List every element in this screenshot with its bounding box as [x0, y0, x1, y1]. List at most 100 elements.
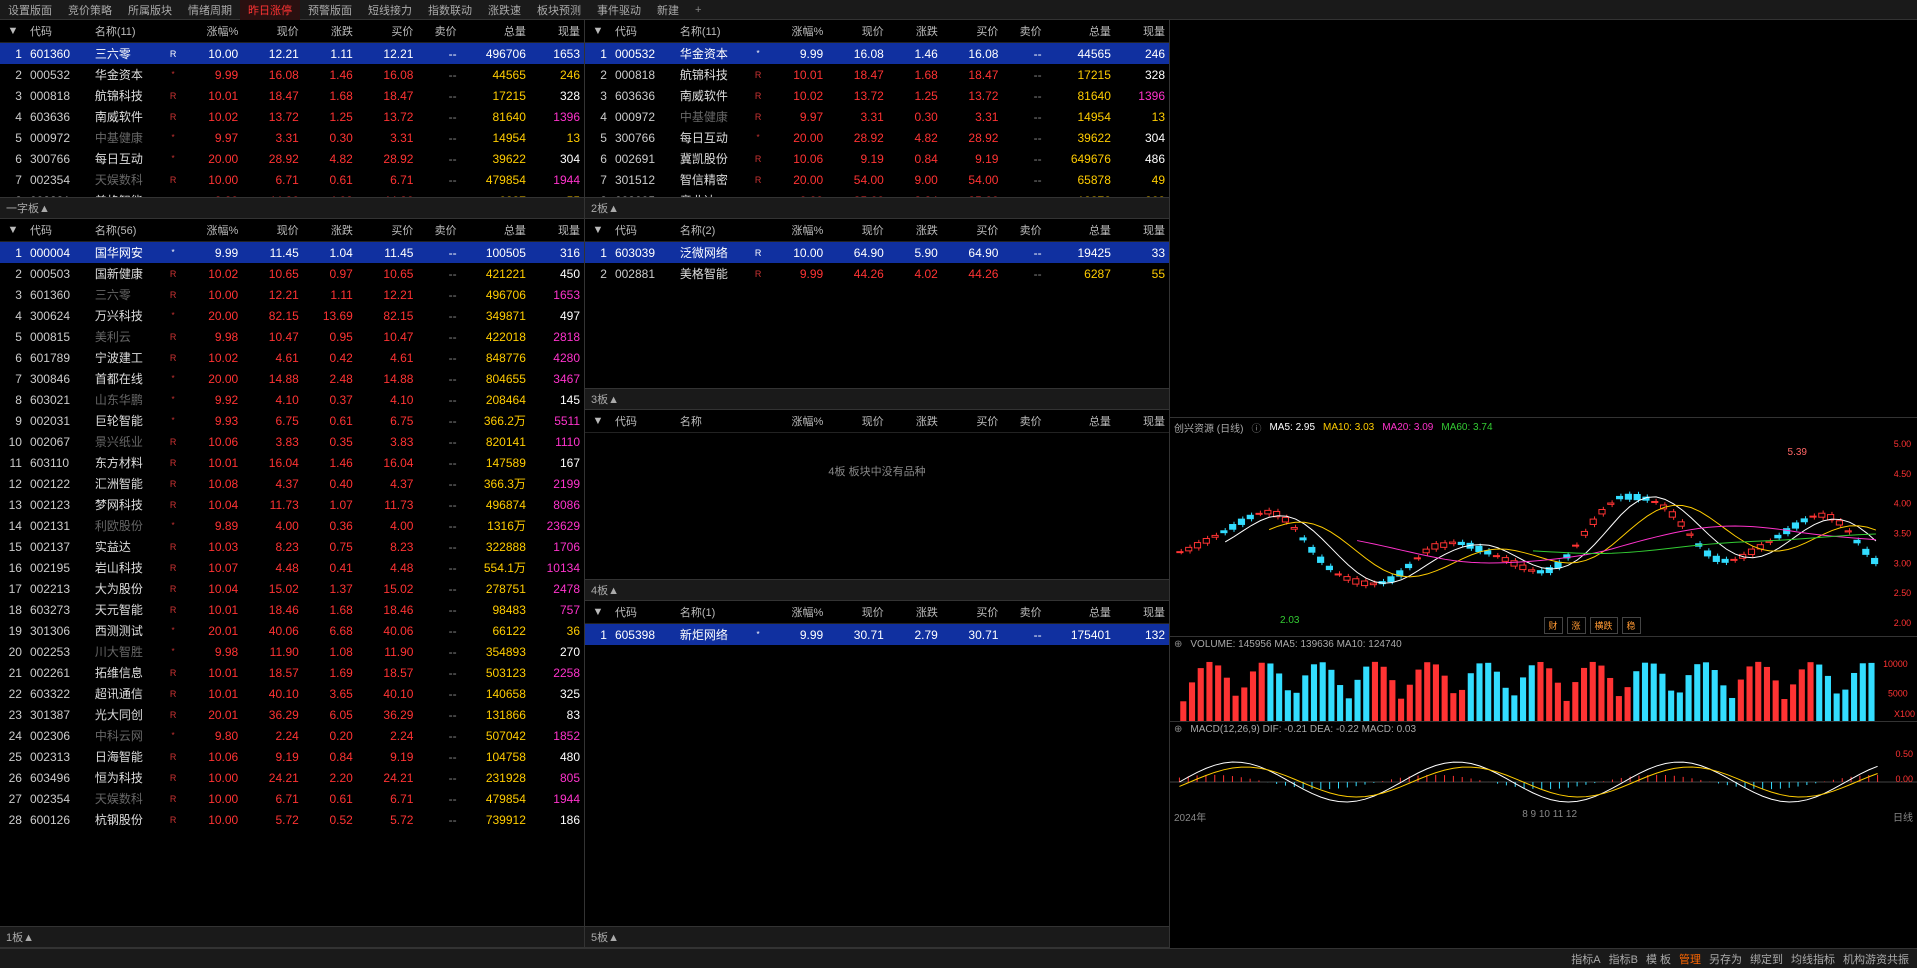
column-header[interactable]: 名称 — [676, 410, 752, 433]
table-row[interactable]: 3000818航锦科技R10.0118.471.6818.47--1721532… — [0, 85, 584, 106]
column-header[interactable]: 总量 — [1046, 20, 1115, 43]
column-header[interactable]: 买价 — [942, 410, 1003, 433]
column-header[interactable]: ▼ — [585, 219, 611, 242]
table-row[interactable]: 22603322超讯通信R10.0140.103.6540.10--140658… — [0, 683, 584, 704]
table-row[interactable]: 7301512智信精密R20.0054.009.0054.00--6587849 — [585, 169, 1169, 190]
table-row[interactable]: 17002213大为股份R10.0415.021.3715.02--278751… — [0, 578, 584, 599]
column-header[interactable]: 现价 — [827, 601, 888, 624]
table-row[interactable]: 2002881美格智能R9.9944.264.0244.26--628755 — [585, 263, 1169, 284]
top-tab[interactable]: 涨跌速 — [480, 0, 529, 20]
table-row[interactable]: 11603110东方材料R10.0116.041.4616.04--147589… — [0, 452, 584, 473]
column-header[interactable]: 现量 — [530, 219, 584, 242]
column-header[interactable]: 买价 — [942, 219, 1003, 242]
table-row[interactable]: 16002195岩山科技R10.074.480.414.48--554.1万10… — [0, 557, 584, 578]
table-row[interactable]: 2000503国新健康R10.0210.650.9710.65--4212214… — [0, 263, 584, 284]
column-header[interactable]: ▼ — [585, 410, 611, 433]
column-header[interactable]: 涨跌 — [888, 20, 942, 43]
column-header[interactable]: 名称(11) — [676, 20, 752, 43]
table-row[interactable]: 4300624万兴科技*20.0082.1513.6982.15--349871… — [0, 305, 584, 326]
table-row[interactable]: 8003005竞业达*9.9935.663.2435.66--18372268 — [585, 190, 1169, 198]
table-row[interactable]: 1601360三六零R10.0012.211.1112.21--49670616… — [0, 43, 584, 65]
bottom-bar-item[interactable]: 指标B — [1609, 951, 1638, 967]
column-header[interactable]: 卖价 — [417, 20, 460, 43]
top-tab[interactable]: 昨日涨停 — [240, 0, 300, 20]
column-header[interactable]: 代码 — [611, 601, 676, 624]
column-header[interactable]: 买价 — [942, 20, 1003, 43]
table-row[interactable]: 14002131利欧股份*9.894.000.364.00--1316万2362… — [0, 515, 584, 536]
bottom-bar-item[interactable]: 绑定到 — [1750, 951, 1783, 967]
column-header[interactable]: 现价 — [242, 20, 303, 43]
expand-icon[interactable]: ⊕ — [1174, 639, 1182, 650]
volume-chart[interactable]: 100005000 X100 — [1170, 652, 1917, 722]
table-row[interactable]: 2000532华金资本*9.9916.081.4616.08--44565246 — [0, 64, 584, 85]
table-row[interactable]: 7300846首都在线*20.0014.882.4814.88--8046553… — [0, 368, 584, 389]
top-tab[interactable]: 新建 — [649, 0, 687, 20]
table-row[interactable]: 12002122汇洲智能R10.084.370.404.37--366.3万21… — [0, 473, 584, 494]
table-row[interactable]: 3603636南威软件R10.0213.721.2513.72--8164013… — [585, 85, 1169, 106]
table-row[interactable]: 5000815美利云R9.9810.470.9510.47--422018281… — [0, 326, 584, 347]
candlestick-chart[interactable]: 5.004.504.003.503.002.502.00 5.39 2.03 财… — [1170, 437, 1917, 637]
bottom-bar-item[interactable]: 另存为 — [1709, 951, 1742, 967]
column-header[interactable]: 现价 — [242, 219, 303, 242]
bottom-bar-item[interactable]: 均线指标 — [1791, 951, 1835, 967]
table-row[interactable]: 6601789宁波建工R10.024.610.424.61--848776428… — [0, 347, 584, 368]
column-header[interactable]: 现量 — [1115, 219, 1169, 242]
top-tab[interactable]: 事件驱动 — [589, 0, 649, 20]
column-header[interactable]: 卖价 — [417, 219, 460, 242]
column-header[interactable]: 现量 — [1115, 410, 1169, 433]
table-row[interactable]: 6300766每日互动*20.0028.924.8228.92--3962230… — [0, 148, 584, 169]
macd-chart[interactable]: 0.500.00 — [1170, 737, 1917, 807]
column-header[interactable]: 现价 — [827, 410, 888, 433]
column-header[interactable]: 买价 — [357, 219, 418, 242]
column-header[interactable]: 现价 — [827, 20, 888, 43]
bottom-bar-item[interactable]: 模 板 — [1646, 951, 1671, 967]
column-header[interactable]: 涨幅% — [767, 601, 828, 624]
table-row[interactable]: 20002253川大智胜*9.9811.901.0811.90--3548932… — [0, 641, 584, 662]
column-header[interactable] — [752, 601, 767, 624]
column-header[interactable]: 涨跌 — [303, 20, 357, 43]
column-header[interactable]: 卖价 — [1002, 20, 1045, 43]
table-row[interactable]: 4000972中基健康R9.973.310.303.31--1495413 — [585, 106, 1169, 127]
column-header[interactable] — [752, 20, 767, 43]
column-header[interactable]: ▼ — [0, 219, 26, 242]
bottom-bar-item[interactable]: 管理 — [1679, 951, 1701, 967]
table-row[interactable]: 24002306中科云网*9.802.240.202.24--507042185… — [0, 725, 584, 746]
expand-icon-2[interactable]: ⊕ — [1174, 724, 1182, 735]
column-header[interactable]: 涨幅% — [767, 219, 828, 242]
table-row[interactable]: 1000532华金资本*9.9916.081.4616.08--44565246 — [585, 43, 1169, 65]
table-row[interactable]: 18603273天元智能R10.0118.461.6818.46--984837… — [0, 599, 584, 620]
table-row[interactable]: 13002123梦网科技R10.0411.731.0711.73--496874… — [0, 494, 584, 515]
column-header[interactable]: 名称(11) — [91, 20, 167, 43]
table-row[interactable]: 25002313日海智能R10.069.190.849.19--10475848… — [0, 746, 584, 767]
column-header[interactable] — [167, 20, 182, 43]
column-header[interactable]: 涨跌 — [888, 219, 942, 242]
column-header[interactable] — [752, 219, 767, 242]
top-tab[interactable]: 所属版块 — [120, 0, 180, 20]
column-header[interactable]: 卖价 — [1002, 219, 1045, 242]
table-row[interactable]: 2000818航锦科技R10.0118.471.6818.47--1721532… — [585, 64, 1169, 85]
table-row[interactable]: 28600126杭钢股份R10.005.720.525.72--73991218… — [0, 809, 584, 830]
info-icon[interactable]: ⓘ — [1251, 420, 1261, 435]
column-header[interactable]: 现量 — [1115, 20, 1169, 43]
column-header[interactable]: 涨幅% — [182, 219, 243, 242]
column-header[interactable]: 涨跌 — [303, 219, 357, 242]
column-header[interactable]: 代码 — [611, 410, 676, 433]
add-tab-icon[interactable]: + — [687, 2, 709, 18]
column-header[interactable]: 代码 — [611, 219, 676, 242]
top-tab[interactable]: 竞价策略 — [60, 0, 120, 20]
table-row[interactable]: 23301387光大同创R20.0136.296.0536.29--131866… — [0, 704, 584, 725]
table-row[interactable]: 6002691冀凯股份R10.069.190.849.19--649676486 — [585, 148, 1169, 169]
column-header[interactable]: ▼ — [0, 20, 26, 43]
table-row[interactable]: 27002354天娱数科R10.006.710.616.71--47985419… — [0, 788, 584, 809]
column-header[interactable]: 代码 — [611, 20, 676, 43]
column-header[interactable]: 涨幅% — [767, 20, 828, 43]
column-header[interactable]: 总量 — [461, 20, 530, 43]
top-tab[interactable]: 板块预测 — [529, 0, 589, 20]
column-header[interactable] — [752, 410, 767, 433]
table-row[interactable]: 7002354天娱数科R10.006.710.616.71--479854194… — [0, 169, 584, 190]
table-row[interactable]: 5300766每日互动*20.0028.924.8228.92--3962230… — [585, 127, 1169, 148]
column-header[interactable]: 现量 — [530, 20, 584, 43]
column-header[interactable]: 买价 — [942, 601, 1003, 624]
column-header[interactable]: 代码 — [26, 219, 91, 242]
column-header[interactable]: 卖价 — [1002, 410, 1045, 433]
